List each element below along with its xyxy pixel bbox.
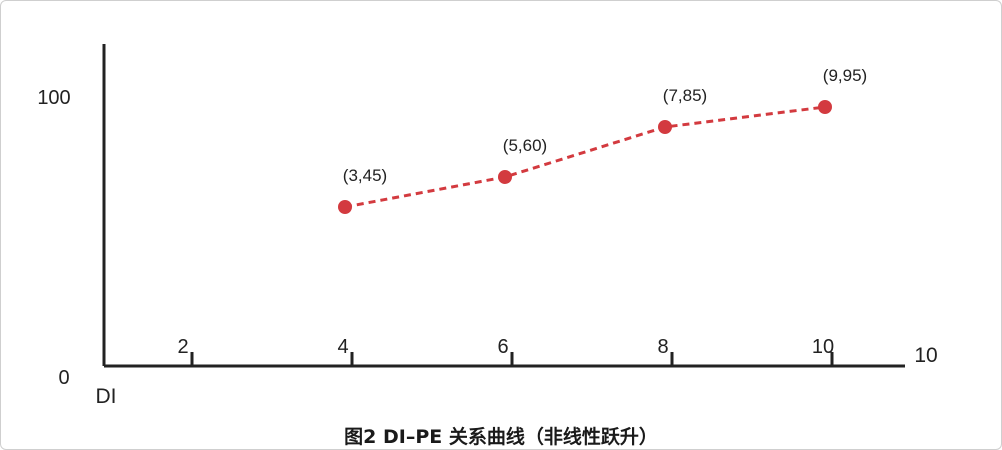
data-label-2: (7,85) xyxy=(663,86,707,105)
data-label-1: (5,60) xyxy=(503,136,547,155)
x-axis-end-label: 10 xyxy=(914,344,937,367)
x-tick-label-6: 6 xyxy=(497,336,508,358)
data-point-3 xyxy=(818,100,832,114)
x-axis-title: DI xyxy=(96,385,117,408)
x-ticks: 2 4 6 8 10 xyxy=(177,336,834,366)
data-label-3: (9,95) xyxy=(823,66,867,85)
series-layer: (3,45) (5,60) (7,85) (9,95) xyxy=(338,66,867,214)
data-point-0 xyxy=(338,200,352,214)
x-tick-label-2: 2 xyxy=(177,336,188,358)
data-point-1 xyxy=(498,170,512,184)
y-tick-label-100: 100 xyxy=(37,87,70,109)
axes xyxy=(102,44,905,368)
series-line-0 xyxy=(344,105,826,209)
x-tick-label-4: 4 xyxy=(337,336,348,358)
data-point-2 xyxy=(658,120,672,134)
x-tick-label-10: 10 xyxy=(812,336,834,358)
chart-caption: 图2 DI–PE 关系曲线（非线性跃升） xyxy=(344,426,658,448)
data-label-0: (3,45) xyxy=(343,166,387,185)
x-tick-label-8: 8 xyxy=(657,336,668,358)
y-tick-label-0: 0 xyxy=(58,367,69,389)
chart-svg: 2 4 6 8 10 0 100 DI 10 (3,45) (5,60) (7,85) (9,… xyxy=(37,44,938,408)
